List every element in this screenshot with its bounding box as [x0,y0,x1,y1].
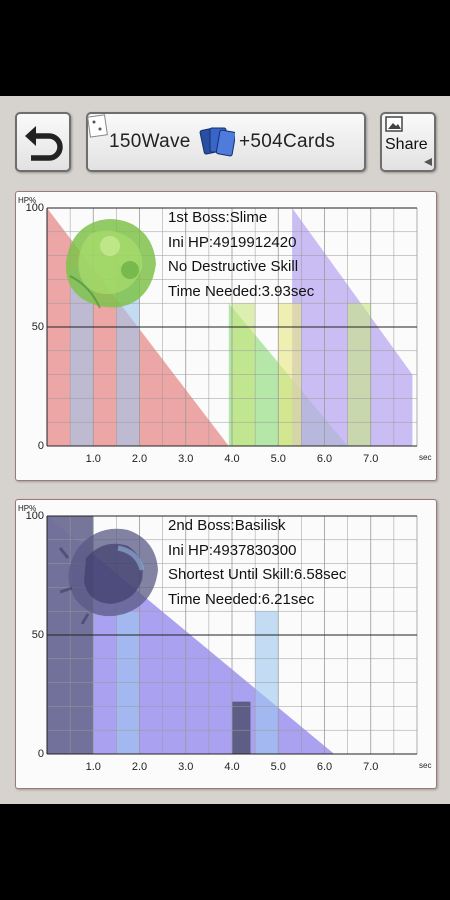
x-tick-label: 1.0 [86,761,101,773]
wave-result-button[interactable]: 150Wave +504Cards [86,112,366,172]
boss-title: 1st Boss:Slime [168,209,268,226]
x-tick-label: 6.0 [317,453,332,465]
boss-skill: Shortest Until Skill:6.58sec [168,566,347,583]
undo-arrow-icon [25,126,63,161]
x-tick-label: 6.0 [317,761,332,773]
x-tick-label: 1.0 [86,453,101,465]
boss-skill: No Destructive Skill [168,258,299,275]
x-tick-label: 7.0 [363,761,378,773]
x-tick-label: 5.0 [271,761,286,773]
y-axis-label: HP% [18,504,36,513]
share-button[interactable]: Share [380,112,436,172]
x-axis-label: sec [419,453,431,462]
hp-chart-1: 100 50 0 1.0 2.0 3.0 4.0 5.0 6.0 7.0 HP% sec [18,196,431,465]
x-tick-label: 2.0 [132,453,147,465]
picture-icon [385,116,403,132]
x-tick-label: 4.0 [224,453,239,465]
x-tick-label: 5.0 [271,453,286,465]
x-tick-label: 3.0 [178,453,193,465]
series-stripe [116,265,140,446]
y-tick-label: 100 [26,510,44,522]
share-arrow-icon [424,158,432,166]
y-tick-label: 100 [26,202,44,214]
cards-icon [199,127,235,157]
y-tick-label: 50 [32,321,44,333]
x-tick-label: 4.0 [224,761,239,773]
x-axis-label: sec [419,761,431,770]
slime-icon [65,219,156,309]
back-button[interactable] [15,112,71,172]
y-tick-label: 0 [38,440,44,452]
wave-count: 150Wave [109,131,191,152]
x-tick-label: 3.0 [178,761,193,773]
boss-time-needed: Time Needed:3.93sec [168,282,315,300]
y-tick-label: 0 [38,748,44,760]
dice-icon [87,114,108,138]
share-label: Share [385,136,428,153]
boss-panel-1: 100 50 0 1.0 2.0 3.0 4.0 5.0 6.0 7.0 HP% sec 1st Bo… [15,191,437,481]
boss-title: 2nd Boss:Basilisk [168,517,286,534]
boss-info: 1st Boss:Slime Ini HP:4919912420 No Dest… [168,206,314,304]
boss-time-needed: Time Needed:6.21sec [168,590,315,608]
boss-info: 2nd Boss:Basilisk Ini HP:4937830300 Shor… [168,514,346,612]
series-stripe [232,701,251,754]
y-tick-label: 50 [32,629,44,641]
series-stripe [70,265,94,446]
x-tick-label: 7.0 [363,453,378,465]
app-screen: 150Wave +504Cards Share 100 50 0 1.0 2.0 3.0 4… [0,96,450,804]
basilisk-icon [58,528,158,624]
boss-panel-2: 100 50 0 1.0 2.0 3.0 4.0 5.0 6.0 7.0 HP% sec 2nd Bo… [15,499,437,789]
plot-area: 100 50 0 1.0 2.0 3.0 4.0 5.0 6.0 7.0 HP% sec [18,196,431,465]
x-tick-label: 2.0 [132,761,147,773]
boss-initial-hp: Ini HP:4919912420 [168,233,297,251]
boss-initial-hp: Ini HP:4937830300 [168,541,297,559]
cards-count: +504Cards [239,131,336,152]
y-axis-label: HP% [18,196,36,205]
